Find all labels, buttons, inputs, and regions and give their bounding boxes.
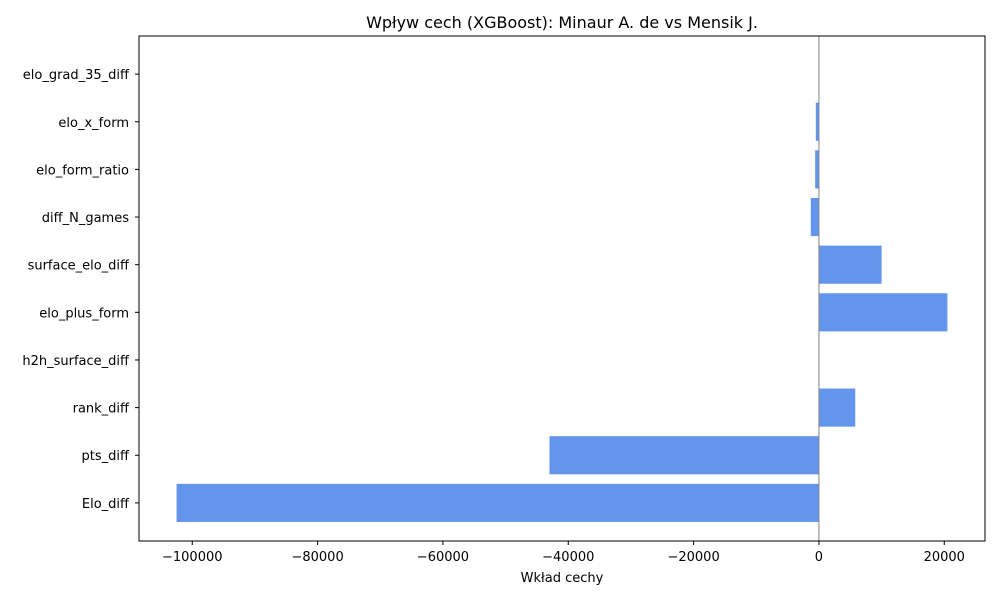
y-tick-label: elo_plus_form: [39, 306, 129, 321]
x-tick-label: 0: [815, 550, 823, 565]
x-tick-label: −20000: [667, 550, 719, 565]
x-axis-label: Wkład cechy: [521, 571, 604, 586]
bar-surface_elo_diff: [818, 245, 882, 284]
y-tick-label: diff_N_games: [42, 211, 129, 226]
bar-Elo_diff: [176, 483, 819, 522]
x-tick-label: −80000: [291, 550, 343, 565]
bar-rank_diff: [818, 388, 856, 427]
y-tick-label: rank_diff: [73, 402, 130, 417]
axes-layer: elo_grad_35_diff elo_x_form elo_form_ratio…: [22, 35, 986, 565]
x-tick-label: −100000: [162, 550, 223, 565]
x-tick-label: −60000: [417, 550, 469, 565]
plot-frame: [138, 35, 986, 542]
y-tick-label: elo_grad_35_diff: [23, 68, 130, 83]
bar-pts_diff: [549, 436, 819, 475]
y-tick-label: elo_x_form: [58, 116, 129, 131]
y-tick-label: elo_form_ratio: [36, 163, 129, 178]
bar-diff_N_games: [810, 197, 819, 237]
x-tick-label: −40000: [542, 550, 594, 565]
bar-elo_x_form: [815, 102, 819, 141]
y-tick-label: pts_diff: [82, 449, 130, 464]
x-tick-label: 20000: [924, 550, 965, 565]
chart-title: Wpływ cech (XGBoost): Minaur A. de vs Me…: [366, 13, 758, 32]
bars-layer: [176, 102, 948, 522]
y-tick-label: surface_elo_diff: [28, 259, 130, 274]
bar-elo_form_ratio: [815, 150, 819, 189]
y-tick-label: Elo_diff: [82, 497, 130, 512]
bar-elo_plus_form: [818, 293, 948, 332]
y-tick-label: h2h_surface_diff: [22, 354, 130, 369]
